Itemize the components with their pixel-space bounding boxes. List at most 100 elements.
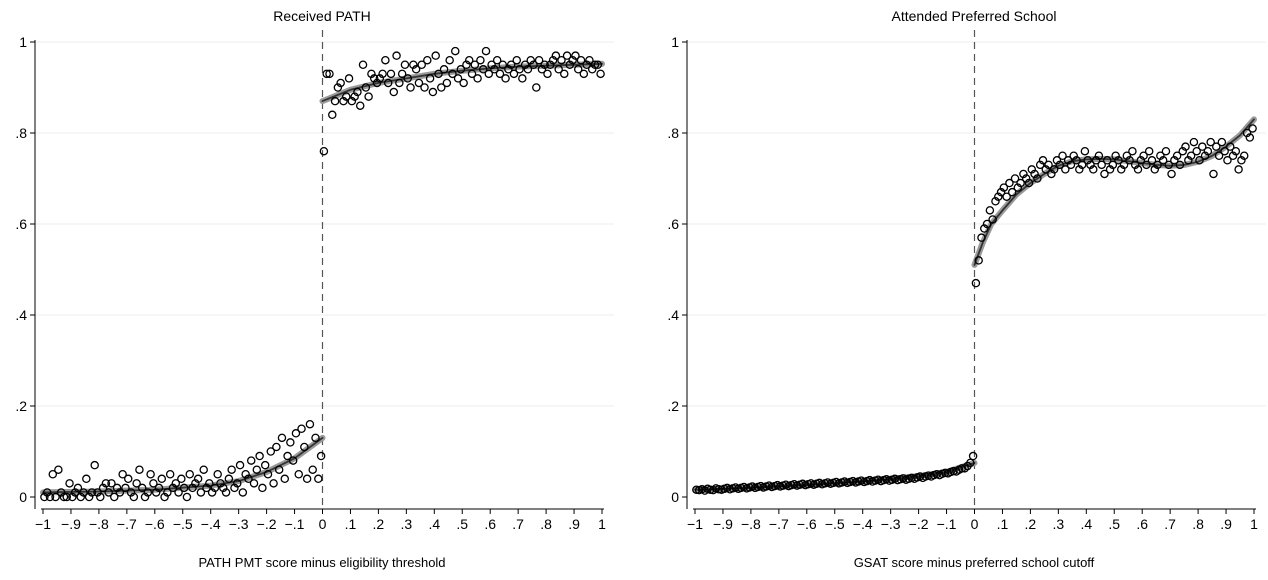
scatter-point: [1203, 146, 1213, 156]
scatter-point: [518, 74, 527, 83]
scatter-point: [1245, 133, 1255, 142]
y-tick-label: .2: [15, 398, 27, 414]
scatter-point: [1128, 146, 1137, 156]
scatter-point: [1021, 174, 1031, 183]
scatter-point: [333, 83, 343, 92]
scatter-point: [520, 60, 530, 70]
scatter-point: [425, 74, 435, 83]
scatter-point: [1228, 151, 1238, 160]
scatter-point: [342, 92, 351, 101]
scatter-point: [1063, 156, 1073, 165]
scatter-point: [590, 60, 600, 70]
scatter-point: [1052, 156, 1062, 165]
scatter-point: [84, 492, 94, 502]
x-tick-label: −.2: [909, 516, 929, 532]
scatter-point: [163, 488, 172, 497]
x-tick-label: 1: [598, 516, 606, 532]
scatter-point: [143, 488, 153, 497]
scatter-point: [406, 83, 415, 92]
scatter-point: [70, 488, 80, 497]
scatter-point: [1172, 151, 1182, 160]
scatter-point: [1133, 165, 1143, 174]
scatter-point: [1136, 156, 1146, 165]
scatter-point: [579, 69, 589, 79]
scatter-point: [202, 483, 211, 493]
scatter-point: [1047, 169, 1056, 179]
scatter-point: [266, 447, 276, 456]
scatter-point: [1035, 160, 1045, 170]
scatter-point: [1178, 146, 1187, 156]
scatter-point: [230, 483, 239, 493]
scatter-point: [1058, 151, 1067, 160]
scatter-point: [93, 488, 102, 497]
scatter-point: [1119, 160, 1129, 170]
scatter-point: [1198, 142, 1207, 151]
scatter-point: [546, 60, 555, 70]
x-tick-label: .8: [1192, 516, 1204, 532]
scatter-point: [557, 55, 566, 65]
scatter-point: [1083, 156, 1092, 165]
scatter-point: [417, 60, 426, 70]
scatter-point: [339, 96, 348, 106]
scatter-point: [191, 479, 200, 488]
scatter-point: [280, 474, 290, 484]
scatter-point: [302, 474, 312, 484]
scatter-point: [1024, 178, 1034, 188]
scatter-point: [179, 483, 189, 493]
scatter-point: [473, 74, 482, 83]
scatter-point: [1192, 146, 1201, 156]
scatter-point: [336, 78, 345, 88]
scatter-point: [1125, 156, 1134, 165]
scatter-point: [1041, 165, 1051, 174]
scatter-point: [1150, 165, 1160, 174]
x-tick-label: −1: [687, 516, 703, 532]
scatter-point: [381, 55, 390, 65]
x-tick-label: 0: [971, 516, 979, 532]
scatter-point: [543, 69, 552, 79]
scatter-point: [1114, 156, 1123, 165]
scatter-point: [562, 51, 572, 60]
scatter-point: [42, 488, 52, 497]
x-tick-label: −.9: [713, 516, 733, 532]
scatter-point: [233, 479, 242, 488]
scatter-point: [534, 55, 544, 65]
scatter-point: [344, 74, 354, 83]
scatter-point: [258, 483, 267, 493]
scatter-point: [375, 74, 385, 83]
scatter-point: [255, 451, 264, 461]
scatter-point: [297, 424, 306, 433]
scatter-point: [1027, 165, 1037, 174]
scatter-point: [269, 479, 278, 488]
scatter-point: [991, 196, 1000, 206]
scatter-point: [171, 479, 181, 488]
scatter-point: [1130, 160, 1140, 170]
scatter-point: [1103, 156, 1112, 165]
scatter-point: [132, 479, 141, 488]
scatter-point: [1044, 160, 1053, 170]
scatter-point: [1237, 156, 1246, 165]
y-tick-label: 1: [19, 34, 27, 50]
scatter-point: [277, 433, 287, 443]
scatter-point: [1108, 160, 1118, 170]
scatter-point: [501, 74, 510, 83]
scatter-point: [1212, 142, 1221, 151]
scatter-point: [1181, 142, 1190, 151]
scatter-point: [409, 60, 418, 70]
y-tick-label: .6: [667, 216, 679, 232]
scatter-point: [1184, 156, 1193, 165]
scatter-point: [420, 83, 429, 92]
scatter-point: [596, 69, 605, 79]
chart-title: Attended Preferred School: [892, 8, 1057, 24]
scatter-point: [118, 469, 127, 479]
scatter-point: [82, 474, 91, 484]
scatter-point: [207, 488, 217, 497]
x-tick-label: .3: [1053, 516, 1065, 532]
scatter-point: [1097, 160, 1106, 170]
scatter-point: [1206, 137, 1215, 147]
scatter-point: [529, 60, 538, 70]
scatter-point: [238, 488, 248, 497]
x-tick-label: −.4: [853, 516, 873, 532]
scatter-point: [980, 224, 989, 233]
scatter-point: [1100, 169, 1109, 179]
scatter-point: [1209, 169, 1218, 179]
